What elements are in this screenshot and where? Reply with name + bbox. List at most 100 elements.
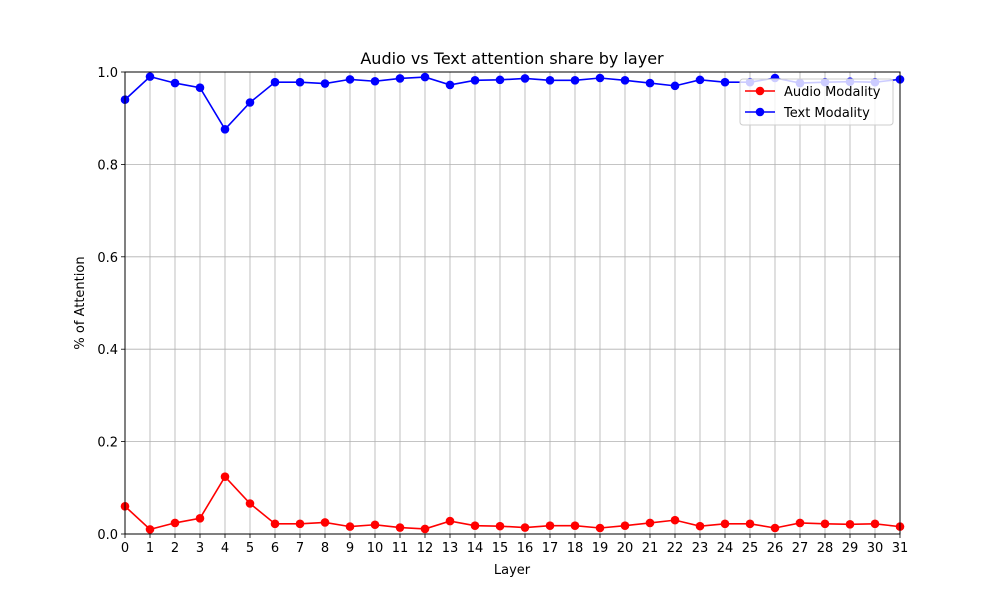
x-tick-label: 22	[667, 541, 684, 556]
x-tick-label: 10	[367, 541, 384, 556]
x-tick-label: 29	[842, 541, 859, 556]
data-point-text	[270, 77, 280, 87]
y-tick-label: 0.6	[97, 251, 118, 266]
data-point-text	[570, 76, 580, 85]
data-point-text	[545, 76, 555, 85]
data-point-audio	[845, 519, 855, 529]
x-tick-label: 17	[542, 541, 559, 556]
data-point-text	[645, 78, 655, 88]
x-tick-label: 15	[492, 541, 509, 556]
data-point-audio	[595, 523, 605, 533]
x-tick-label: 30	[867, 541, 884, 556]
data-point-text	[345, 75, 355, 84]
legend-box	[739, 78, 894, 126]
data-point-audio	[445, 516, 455, 526]
data-point-audio	[770, 523, 780, 533]
y-tick-label: 0.2	[97, 436, 118, 451]
y-tick-label: 0.8	[97, 158, 118, 173]
y-tick-label: 0.4	[97, 343, 118, 358]
data-point-text	[195, 83, 205, 93]
axis-ticks: 0 1 2 3 4 5 6 7 8 9 10 11 12 13 14 15 16 17 18 19 20 21 22 23 24…	[97, 66, 908, 556]
x-tick-label: 16	[517, 541, 534, 556]
data-point-audio	[495, 521, 505, 531]
chart-title: Audio vs Text attention share by layer	[360, 49, 664, 68]
data-point-audio	[295, 519, 305, 529]
data-point-text	[395, 74, 405, 83]
x-tick-label: 28	[817, 541, 834, 556]
data-point-text	[245, 98, 255, 107]
x-tick-label: 6	[271, 541, 279, 556]
x-tick-label: 0	[121, 541, 129, 556]
legend-label-text: Text Modality	[783, 106, 870, 121]
plot-area-frame	[124, 71, 901, 535]
data-point-audio	[720, 519, 730, 529]
data-point-audio	[195, 513, 205, 523]
data-point-audio	[820, 519, 830, 529]
grid	[124, 71, 901, 535]
x-tick-label: 21	[642, 541, 659, 556]
data-point-audio	[470, 521, 480, 530]
data-point-text	[620, 76, 630, 85]
x-tick-label: 5	[246, 541, 254, 556]
data-point-text	[145, 72, 155, 81]
x-tick-label: 24	[717, 541, 734, 556]
x-tick-label: 3	[196, 541, 204, 556]
y-axis-label: % of Attention	[73, 256, 88, 349]
data-point-audio	[345, 522, 355, 531]
x-tick-label: 19	[592, 541, 609, 556]
data-point-audio	[370, 520, 380, 530]
x-tick-label: 9	[346, 541, 354, 556]
x-tick-label: 20	[617, 541, 634, 556]
data-point-text	[695, 75, 705, 85]
x-tick-label: 14	[467, 541, 484, 556]
x-tick-label: 25	[742, 541, 759, 556]
x-axis-label: Layer	[494, 563, 531, 578]
x-tick-label: 4	[221, 541, 229, 556]
data-point-audio	[245, 499, 255, 508]
data-point-text	[720, 77, 730, 87]
data-point-audio	[520, 523, 530, 532]
data-point-text	[495, 75, 505, 85]
data-point-audio	[420, 524, 430, 534]
data-point-text	[370, 76, 380, 86]
data-point-audio	[395, 523, 405, 532]
series-line-audio	[124, 475, 901, 531]
data-point-audio	[220, 472, 230, 482]
legend: Audio Modality Text Modality	[739, 78, 894, 126]
data-point-text	[320, 79, 330, 88]
x-tick-label: 11	[392, 541, 409, 556]
x-tick-label: 23	[692, 541, 709, 556]
data-point-audio	[320, 518, 330, 527]
x-tick-label: 18	[567, 541, 584, 556]
data-point-text	[170, 78, 180, 88]
data-point-audio	[795, 518, 805, 528]
data-point-audio	[145, 525, 155, 534]
x-tick-label: 2	[171, 541, 179, 556]
data-point-audio	[545, 521, 555, 530]
y-tick-label: 0.0	[97, 528, 118, 543]
data-point-audio	[620, 521, 630, 530]
plot-series	[120, 72, 905, 534]
data-point-text	[295, 77, 305, 87]
data-point-audio	[745, 519, 755, 529]
x-tick-label: 26	[767, 541, 784, 556]
data-point-text	[445, 80, 455, 90]
data-point-audio	[645, 518, 655, 528]
data-point-audio	[695, 521, 705, 531]
x-tick-label: 31	[892, 541, 909, 556]
data-point-audio	[570, 521, 580, 530]
x-tick-label: 1	[146, 541, 154, 556]
data-point-text	[220, 124, 230, 134]
x-tick-label: 8	[321, 541, 329, 556]
data-point-text	[670, 81, 680, 91]
x-tick-label: 13	[442, 541, 459, 556]
data-point-audio	[870, 519, 880, 529]
data-point-text	[420, 72, 430, 82]
x-tick-label: 12	[417, 541, 434, 556]
data-point-audio	[270, 519, 280, 529]
y-tick-label: 1.0	[97, 66, 118, 81]
legend-label-audio: Audio Modality	[784, 85, 881, 100]
data-point-text	[470, 76, 480, 85]
data-point-text	[520, 74, 530, 83]
